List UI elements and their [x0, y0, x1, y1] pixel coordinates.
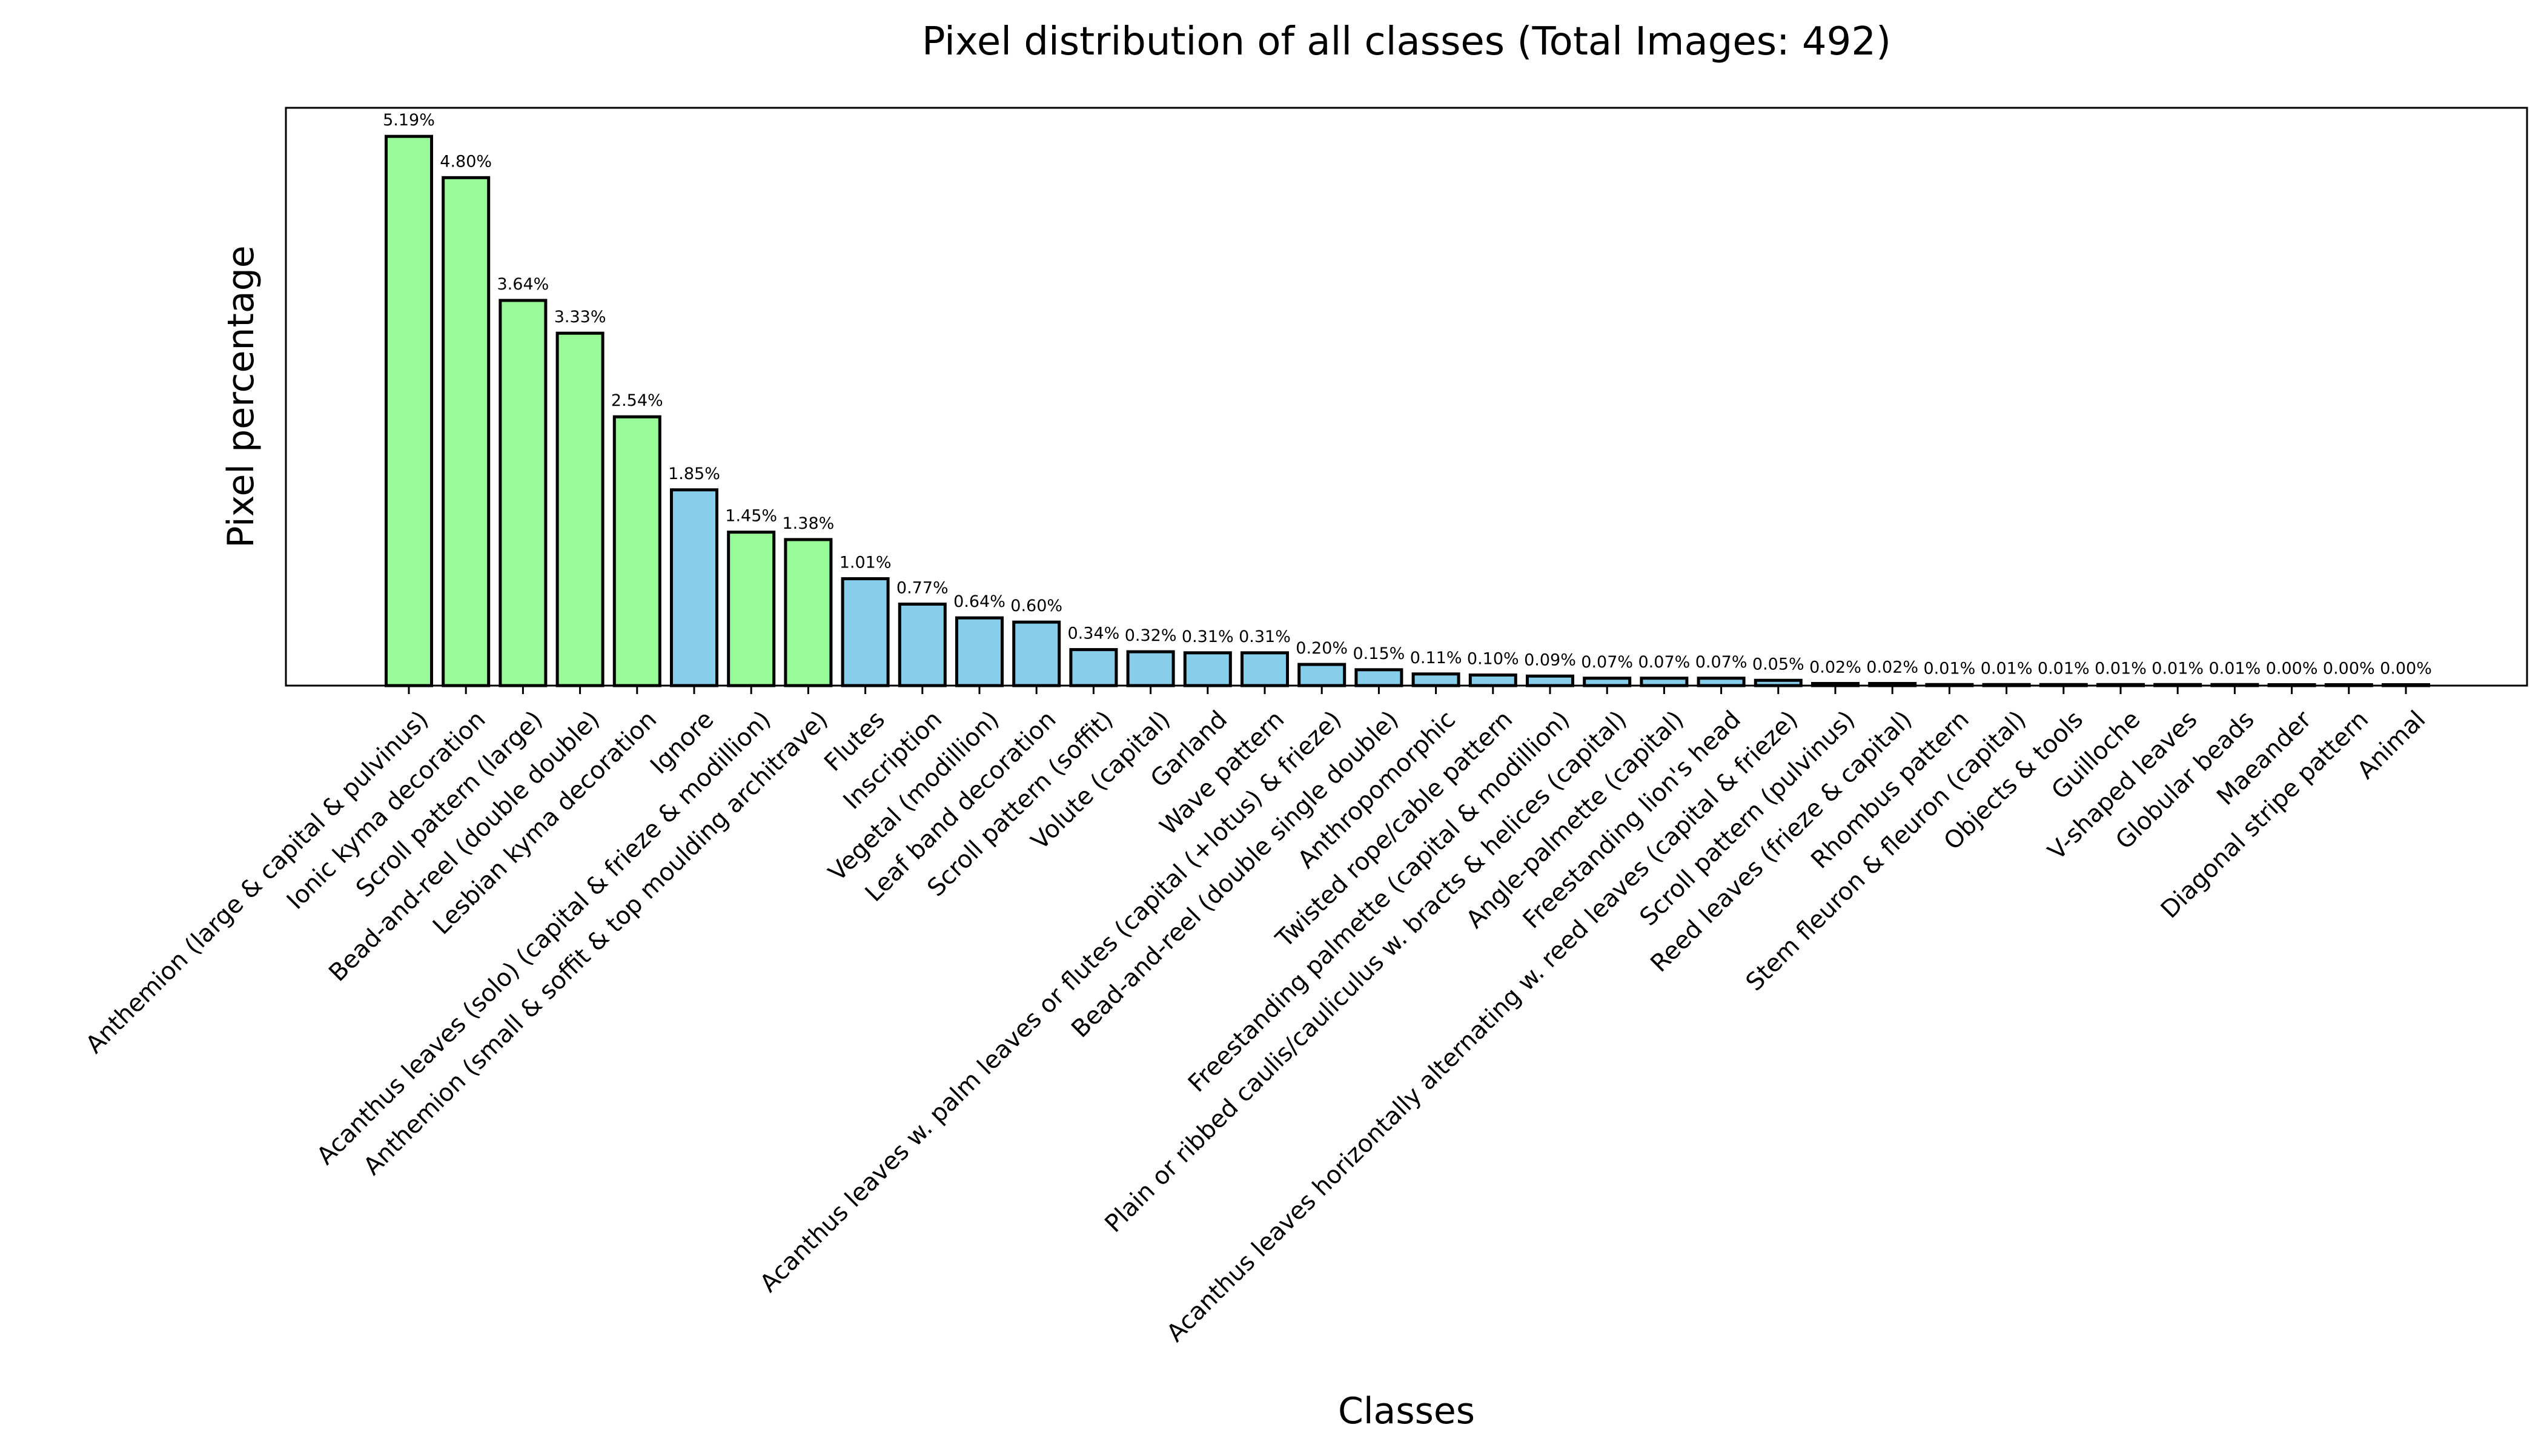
data-label-29: 0.01% — [1981, 659, 2033, 678]
data-label-31: 0.01% — [2095, 659, 2147, 678]
bar-24 — [1697, 677, 1746, 687]
bar-29 — [1982, 683, 2031, 687]
bar-2 — [442, 176, 491, 687]
bar-18 — [1354, 668, 1403, 687]
data-label-24: 0.07% — [1695, 653, 1747, 672]
bar-1 — [385, 134, 433, 687]
data-label-35: 0.00% — [2323, 660, 2375, 678]
data-label-17: 0.20% — [1296, 639, 1348, 658]
x-axis-label: Classes — [1338, 1390, 1475, 1432]
bar-7 — [727, 531, 776, 687]
x-ticks-layer — [408, 686, 2407, 694]
data-label-11: 0.64% — [953, 592, 1005, 611]
data-label-2: 4.80% — [440, 152, 492, 171]
data-label-26: 0.02% — [1809, 658, 1861, 677]
bar-34 — [2267, 683, 2316, 687]
bar-10 — [898, 602, 947, 687]
bar-15 — [1183, 651, 1232, 687]
data-label-16: 0.31% — [1239, 627, 1291, 646]
bar-31 — [2096, 683, 2145, 687]
data-label-10: 0.77% — [896, 578, 949, 597]
bar-33 — [2210, 683, 2259, 687]
bar-13 — [1069, 648, 1118, 687]
bar-9 — [841, 577, 890, 687]
bar-11 — [955, 616, 1004, 687]
data-label-1: 5.19% — [383, 111, 435, 130]
data-label-4: 3.33% — [554, 308, 606, 326]
bar-6 — [670, 488, 718, 687]
data-label-32: 0.01% — [2151, 659, 2204, 678]
data-label-5: 2.54% — [611, 391, 663, 410]
bar-3 — [499, 299, 548, 687]
bar-30 — [2039, 683, 2088, 687]
x-tick-labels-layer: Anthemion (large & capital & pulvinus)Io… — [81, 706, 2431, 1348]
bar-27 — [1868, 682, 1917, 687]
data-label-9: 1.01% — [840, 554, 892, 572]
bar-16 — [1241, 651, 1289, 687]
data-label-23: 0.07% — [1638, 653, 1691, 672]
data-label-20: 0.10% — [1467, 650, 1519, 669]
data-label-15: 0.31% — [1182, 627, 1234, 646]
data-label-25: 0.05% — [1752, 655, 1804, 673]
data-label-14: 0.32% — [1125, 626, 1177, 645]
data-label-19: 0.11% — [1410, 649, 1462, 667]
data-label-33: 0.01% — [2209, 659, 2261, 678]
data-labels-layer: 5.19% 4.80% 3.64% 3.33% 2.54% 1.85% 1.45% 1.38%… — [383, 111, 2432, 678]
data-label-13: 0.34% — [1068, 624, 1120, 643]
data-label-6: 1.85% — [668, 465, 720, 483]
bar-4 — [555, 331, 605, 687]
bar-26 — [1811, 682, 1860, 687]
bar-17 — [1297, 663, 1347, 687]
data-label-21: 0.09% — [1524, 650, 1576, 669]
bars-layer — [385, 134, 2430, 687]
data-label-8: 1.38% — [783, 514, 835, 533]
bar-19 — [1411, 672, 1460, 687]
data-label-22: 0.07% — [1581, 653, 1633, 672]
bar-28 — [1925, 683, 1974, 687]
data-label-30: 0.01% — [2038, 659, 2090, 678]
y-axis-label: Pixel percentage — [220, 245, 262, 548]
bar-8 — [784, 538, 833, 687]
data-label-3: 3.64% — [497, 275, 549, 294]
bar-23 — [1640, 677, 1689, 687]
data-label-28: 0.01% — [1924, 659, 1976, 678]
data-label-18: 0.15% — [1353, 644, 1405, 663]
bar-14 — [1126, 650, 1175, 687]
data-label-34: 0.00% — [2266, 660, 2318, 678]
bar-20 — [1468, 673, 1517, 687]
bar-21 — [1526, 674, 1574, 687]
bar-22 — [1583, 677, 1632, 687]
bar-36 — [2382, 683, 2430, 687]
chart-title: Pixel distribution of all classes (Total… — [922, 19, 1891, 64]
plot-frame — [285, 107, 2528, 687]
data-label-36: 0.00% — [2380, 660, 2432, 678]
bar-12 — [1012, 620, 1061, 687]
data-label-7: 1.45% — [725, 507, 777, 526]
bar-35 — [2324, 683, 2373, 687]
data-label-27: 0.02% — [1866, 658, 1918, 677]
bar-5 — [612, 415, 661, 687]
bar-25 — [1754, 678, 1803, 687]
bar-32 — [2153, 683, 2202, 687]
data-label-12: 0.60% — [1010, 597, 1062, 615]
